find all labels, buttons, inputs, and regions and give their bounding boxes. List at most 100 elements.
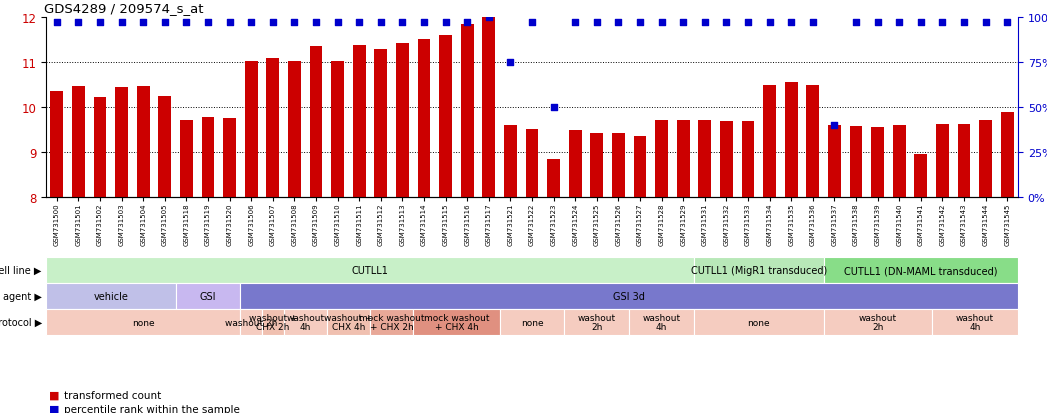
Point [761, 20, 778, 27]
Point [243, 20, 260, 27]
Point [502, 59, 518, 66]
Text: CUTLL1 (MigR1 transduced): CUTLL1 (MigR1 transduced) [691, 266, 827, 275]
Point [631, 20, 648, 27]
Point [956, 20, 973, 27]
Text: GDS4289 / 209574_s_at: GDS4289 / 209574_s_at [44, 2, 203, 15]
Bar [93, 97, 107, 197]
Bar [763, 85, 776, 197]
Bar [741, 122, 755, 197]
Point [610, 20, 627, 27]
Point [481, 14, 497, 21]
Bar [370, 309, 414, 335]
Bar [418, 40, 430, 197]
Bar [824, 257, 1018, 283]
Bar [223, 119, 236, 197]
Bar [288, 62, 300, 197]
Bar [241, 283, 1018, 309]
Text: vehicle: vehicle [93, 291, 128, 301]
Point [696, 20, 713, 27]
Bar [396, 43, 409, 197]
Bar [655, 120, 668, 197]
Point [70, 20, 87, 27]
Bar [893, 126, 906, 197]
Bar [245, 62, 258, 197]
Bar [137, 87, 150, 197]
Bar [720, 121, 733, 197]
Text: agent ▶: agent ▶ [3, 291, 42, 301]
Bar [180, 120, 193, 197]
Point [373, 20, 389, 27]
Point [416, 20, 432, 27]
Bar [694, 257, 824, 283]
Point [329, 20, 346, 27]
Point [739, 20, 756, 27]
Point [221, 20, 238, 27]
Bar [331, 62, 344, 197]
Bar [824, 309, 932, 335]
Text: washout +
CHX 2h: washout + CHX 2h [248, 313, 297, 332]
Bar [499, 309, 564, 335]
Bar [375, 50, 387, 197]
Bar [266, 59, 280, 197]
Bar [633, 137, 646, 197]
Bar [158, 97, 172, 197]
Point [675, 20, 692, 27]
Bar [327, 309, 370, 335]
Point [459, 20, 475, 27]
Point [912, 20, 929, 27]
Bar [439, 36, 452, 197]
Bar [46, 257, 694, 283]
Point [156, 20, 173, 27]
Point [351, 20, 367, 27]
Bar [932, 309, 1018, 335]
Text: none: none [520, 318, 543, 327]
Bar [284, 309, 327, 335]
Bar [676, 120, 690, 197]
Point [848, 20, 865, 27]
Point [588, 20, 605, 27]
Point [308, 20, 325, 27]
Point [394, 20, 410, 27]
Text: CUTLL1: CUTLL1 [352, 266, 388, 275]
Text: mock washout
+ CHX 2h: mock washout + CHX 2h [359, 313, 424, 332]
Bar [806, 85, 820, 197]
Bar [629, 309, 694, 335]
Text: washout
2h: washout 2h [859, 313, 896, 332]
Text: GSI 3d: GSI 3d [614, 291, 645, 301]
Point [804, 20, 821, 27]
Bar [936, 125, 949, 197]
Text: GSI: GSI [200, 291, 217, 301]
Bar [694, 309, 824, 335]
Bar [871, 128, 884, 197]
Bar [115, 88, 128, 197]
Point [783, 20, 800, 27]
Bar [979, 120, 993, 197]
Point [826, 122, 843, 129]
Bar [262, 309, 284, 335]
Bar [241, 309, 262, 335]
Text: transformed count: transformed count [64, 390, 161, 400]
Bar [1001, 112, 1013, 197]
Point [178, 20, 195, 27]
Text: washout
4h: washout 4h [643, 313, 681, 332]
Text: CUTLL1 (DN-MAML transduced): CUTLL1 (DN-MAML transduced) [844, 266, 998, 275]
Point [999, 20, 1016, 27]
Bar [849, 127, 863, 197]
Point [891, 20, 908, 27]
Bar [828, 126, 841, 197]
Bar [353, 46, 365, 197]
Bar [698, 120, 711, 197]
Point [545, 104, 562, 111]
Bar [784, 83, 798, 197]
Bar [548, 159, 560, 197]
Text: none: none [748, 318, 771, 327]
Point [265, 20, 282, 27]
Point [92, 20, 109, 27]
Text: cell line ▶: cell line ▶ [0, 266, 42, 275]
Point [113, 20, 130, 27]
Text: washout
4h: washout 4h [286, 313, 325, 332]
Bar [72, 87, 85, 197]
Point [200, 20, 217, 27]
Bar [504, 126, 517, 197]
Text: none: none [132, 318, 155, 327]
